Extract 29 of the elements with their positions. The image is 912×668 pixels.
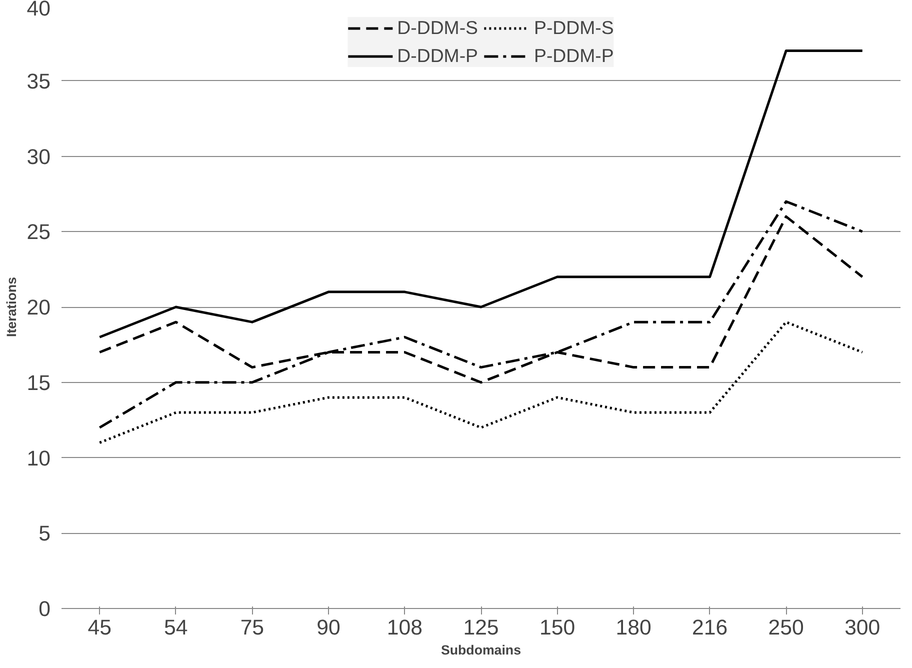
y-tick-label: 5 <box>38 522 51 546</box>
y-axis-title: Iterations <box>4 276 19 337</box>
legend-label: D-DDM-P <box>397 45 478 67</box>
legend-label: P-DDM-S <box>534 17 614 39</box>
legend-label: D-DDM-S <box>397 17 478 39</box>
y-tick-label: 30 <box>26 144 51 169</box>
x-axis-title: Subdomains <box>441 642 521 658</box>
x-tick-label: 75 <box>240 616 264 640</box>
x-tick-label: 90 <box>316 616 340 640</box>
x-tick-label: 216 <box>692 616 728 640</box>
x-tick-label: 150 <box>539 616 576 640</box>
y-tick-label: 35 <box>26 69 51 94</box>
x-tick-label: 108 <box>386 616 423 640</box>
x-tick-label: 300 <box>844 616 880 640</box>
y-tick-label: 20 <box>26 296 51 320</box>
line-series <box>98 200 864 429</box>
y-tick-label: 0 <box>38 597 51 621</box>
x-tick-label: 45 <box>88 616 112 640</box>
line-series <box>98 49 864 338</box>
x-tick-label: 180 <box>616 616 652 640</box>
y-tick-label: 15 <box>26 370 51 395</box>
line-series <box>98 320 864 444</box>
x-tick-label: 250 <box>768 616 804 640</box>
y-tick-label: 10 <box>26 446 51 470</box>
legend-label: P-DDM-P <box>534 45 614 67</box>
x-tick-label: 125 <box>463 616 499 640</box>
y-tick-label: 40 <box>26 0 51 20</box>
y-tick-label: 25 <box>26 220 51 244</box>
x-tick-label: 54 <box>164 616 188 640</box>
